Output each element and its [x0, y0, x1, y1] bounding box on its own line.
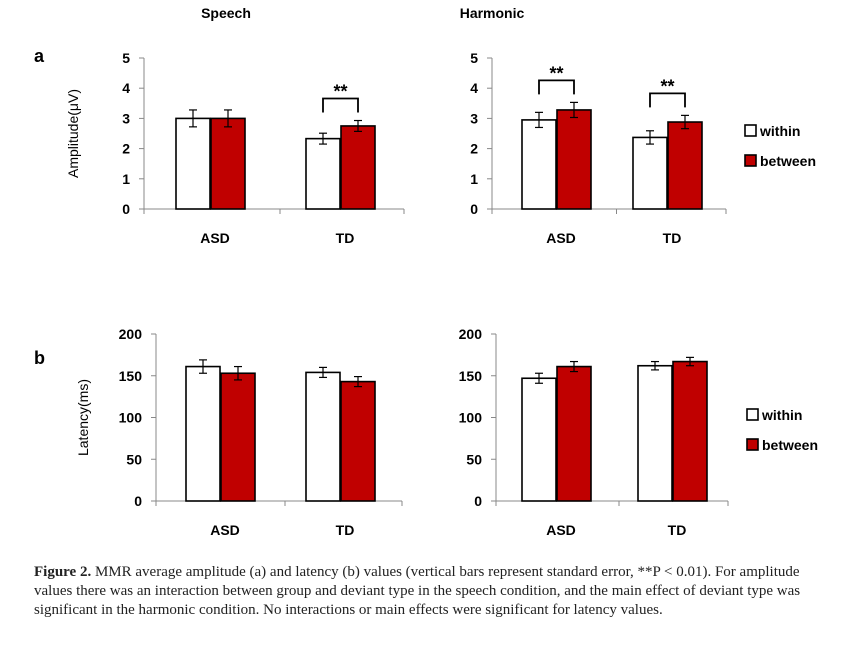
chart-a-left: 0 1 2 3 4 5 Amplitude(μV) ASD TD ** — [65, 50, 405, 246]
bar-within-td — [305, 371, 341, 502]
chart-a-right: 0 1 2 3 4 5 ASD TD ** ** within between — [470, 50, 816, 246]
legend-label-between: between — [762, 437, 818, 453]
y-tick-label: 100 — [119, 410, 143, 426]
significance-bracket — [322, 97, 359, 113]
y-tick-label: 4 — [122, 80, 130, 96]
y-tick-label: 4 — [470, 80, 478, 96]
bar-between-asd — [556, 109, 592, 210]
chart-b-left: 0 50 100 150 200 Latency(ms) ASD TD — [75, 326, 403, 538]
y-axis-label: Latency(ms) — [75, 379, 91, 456]
significance-bracket — [649, 92, 686, 108]
significance-marker: ** — [333, 82, 347, 102]
category-label-asd: ASD — [200, 230, 230, 246]
bar-between-td — [667, 121, 703, 210]
caption-text: MMR average amplitude (a) and latency (b… — [34, 564, 801, 618]
category-label-asd: ASD — [546, 522, 576, 538]
legend-swatch-within — [746, 408, 759, 421]
y-tick-label: 0 — [474, 493, 482, 509]
legend-label-within: within — [761, 407, 802, 423]
legend-label-within: within — [759, 123, 800, 139]
bar-within-td — [637, 364, 673, 502]
figure-caption: Figure 2. MMR average amplitude (a) and … — [34, 563, 824, 620]
y-tick-label: 0 — [470, 201, 478, 217]
y-tick-label: 0 — [134, 493, 142, 509]
y-tick-label: 3 — [470, 110, 478, 126]
y-tick-label: 1 — [470, 171, 478, 187]
y-tick-label: 2 — [470, 141, 478, 157]
bar-within-td — [632, 136, 668, 210]
category-label-td: TD — [663, 230, 682, 246]
panel-label-b: b — [34, 348, 45, 368]
y-axis-label: Amplitude(μV) — [65, 89, 81, 178]
bar-within-asd — [175, 117, 211, 210]
significance-marker: ** — [549, 63, 563, 83]
y-tick-label: 150 — [459, 368, 483, 384]
significance-marker: ** — [660, 76, 674, 96]
y-tick-label: 50 — [126, 451, 142, 467]
bar-between-td — [340, 380, 376, 502]
y-tick-label: 150 — [119, 368, 143, 384]
y-tick-label: 200 — [119, 326, 143, 342]
y-tick-label: 100 — [459, 410, 483, 426]
y-tick-label: 0 — [122, 201, 130, 217]
significance-bracket — [538, 79, 575, 95]
legend-swatch-within — [744, 124, 757, 137]
column-title-harmonic: Harmonic — [460, 5, 525, 21]
bar-between-td — [340, 125, 376, 210]
bar-between-asd — [556, 365, 592, 502]
bar-between-asd — [210, 117, 246, 210]
legend-swatch-between — [746, 438, 759, 451]
category-label-td: TD — [336, 230, 355, 246]
bar-within-asd — [185, 365, 221, 502]
column-title-speech: Speech — [201, 5, 251, 21]
category-label-asd: ASD — [210, 522, 240, 538]
legend-label-between: between — [760, 153, 816, 169]
category-label-td: TD — [336, 522, 355, 538]
bar-between-asd — [220, 372, 256, 502]
legend-swatch-between — [744, 154, 757, 167]
bar-within-td — [305, 137, 341, 210]
y-tick-label: 2 — [122, 141, 130, 157]
caption-label: Figure 2. — [34, 564, 92, 580]
bar-within-asd — [521, 377, 557, 502]
y-tick-label: 5 — [122, 50, 130, 66]
bar-between-td — [672, 360, 708, 502]
y-tick-label: 5 — [470, 50, 478, 66]
category-label-asd: ASD — [546, 230, 576, 246]
y-tick-label: 50 — [466, 451, 482, 467]
figure-2-chart: Speech Harmonic a b 0 1 2 3 4 5 Amplitude(μV) A… — [34, 5, 818, 538]
y-tick-label: 1 — [122, 171, 130, 187]
y-tick-label: 3 — [122, 110, 130, 126]
bar-within-asd — [521, 119, 557, 210]
panel-label-a: a — [34, 46, 45, 66]
y-tick-label: 200 — [459, 326, 483, 342]
category-label-td: TD — [668, 522, 687, 538]
chart-b-right: 0 50 100 150 200 ASD TD within between — [459, 326, 818, 538]
